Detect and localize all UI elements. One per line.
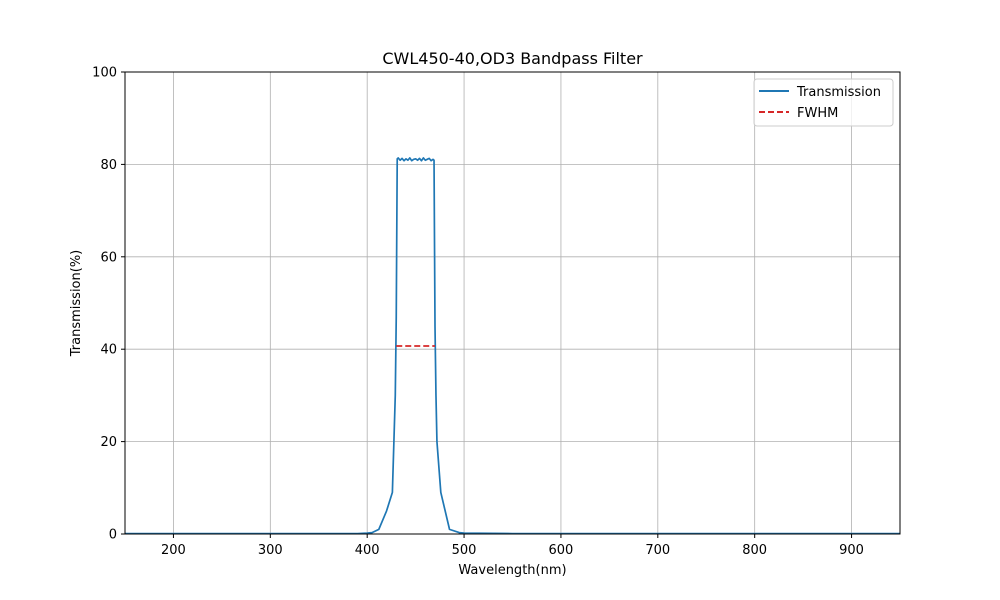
x-tick-label: 200 bbox=[161, 543, 186, 558]
x-tick-label: 700 bbox=[645, 543, 670, 558]
x-tick-label: 500 bbox=[452, 543, 477, 558]
y-tick-label: 60 bbox=[100, 250, 117, 265]
chart-title: CWL450-40,OD3 Bandpass Filter bbox=[382, 49, 643, 68]
series-lines bbox=[125, 157, 900, 535]
y-tick-label: 80 bbox=[100, 158, 117, 173]
y-axis-title: Transmission(%) bbox=[69, 250, 84, 357]
axis-ticks: 200 300 400 500 600 700 800 900 0 20 40 60 80 100 bbox=[92, 66, 864, 559]
x-tick-label: 800 bbox=[742, 543, 767, 558]
x-tick-label: 600 bbox=[549, 543, 574, 558]
x-tick-label: 900 bbox=[839, 543, 864, 558]
plot-frame bbox=[124, 71, 901, 535]
x-tick-label: 300 bbox=[258, 543, 283, 558]
y-tick-label: 0 bbox=[109, 528, 117, 543]
x-axis-title: Wavelength(nm) bbox=[458, 563, 566, 578]
y-tick-label: 100 bbox=[92, 66, 117, 81]
legend: Transmission FWHM bbox=[753, 78, 894, 127]
y-tick-label: 20 bbox=[100, 435, 117, 450]
x-tick-label: 400 bbox=[355, 543, 380, 558]
y-tick-label: 40 bbox=[100, 343, 117, 358]
legend-label-fwhm: FWHM bbox=[797, 106, 838, 121]
series-line-transmission bbox=[125, 157, 900, 535]
legend-label-transmission: Transmission bbox=[796, 85, 881, 100]
